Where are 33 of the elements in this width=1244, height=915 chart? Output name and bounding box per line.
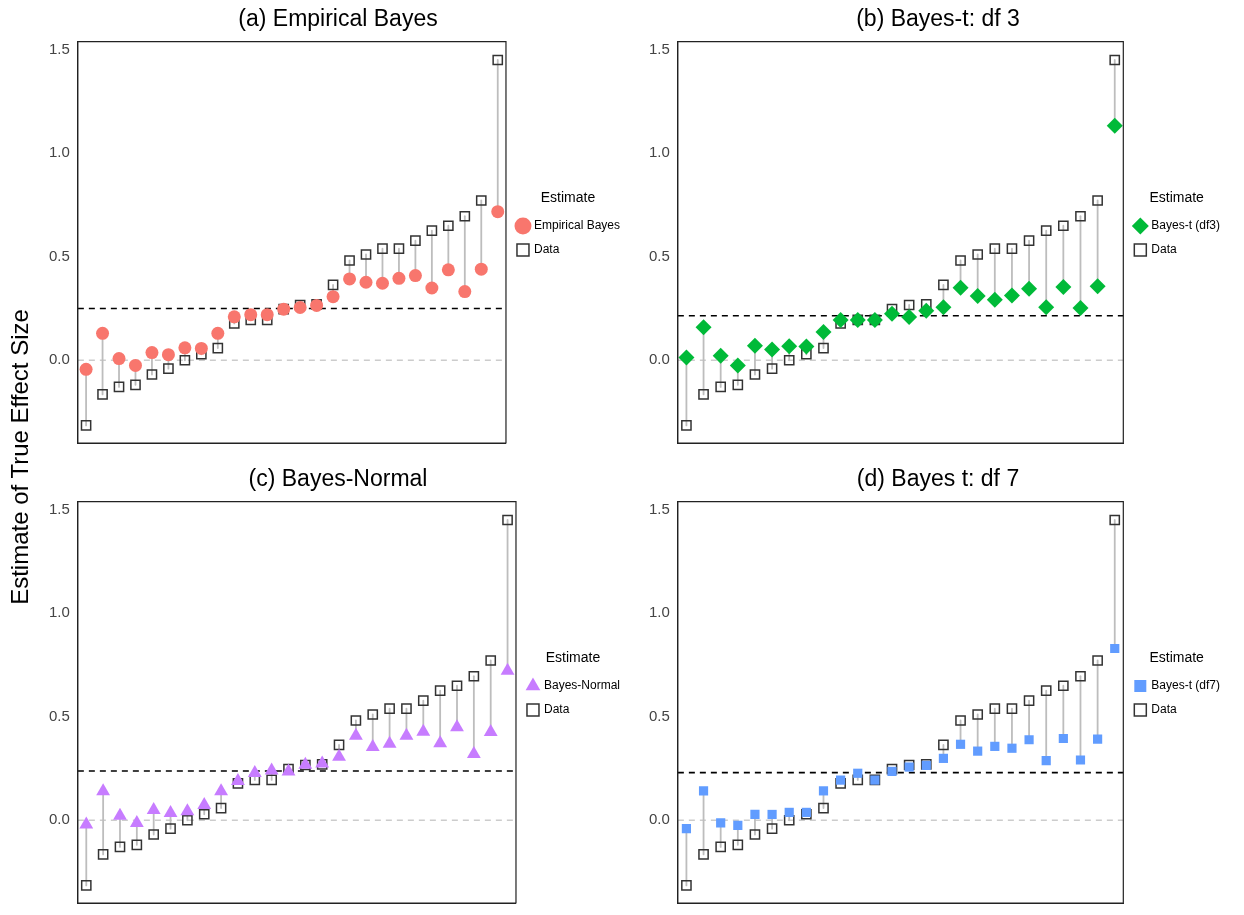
y-tick-label: 1.5	[48, 40, 70, 58]
legend-title: Estimate	[1149, 188, 1205, 205]
legend-label: Data	[543, 702, 570, 717]
y-tick-label: 1.5	[648, 500, 670, 518]
legend-label: Bayes-Normal	[543, 678, 621, 693]
legend-label: Data	[1151, 242, 1177, 257]
y-tick-label: 0.0	[648, 810, 670, 828]
y-tick-label: 1.0	[48, 143, 70, 161]
legend-label: Bayes-t (df7)	[1151, 678, 1221, 693]
y-tick-label: 0.5	[48, 246, 70, 264]
chart-title: (a) Empirical Bayes	[238, 5, 438, 32]
legend-label: Data	[533, 242, 560, 257]
y-axis-title: Estimate of True Effect Size	[5, 308, 34, 607]
y-tick-label: 0.0	[48, 810, 70, 828]
legend-label: Empirical Bayes	[533, 218, 620, 233]
y-tick-label: 1.5	[48, 500, 70, 518]
legend-title: Estimate	[545, 648, 601, 665]
chart-title: (b) Bayes-t: df 3	[856, 5, 1020, 32]
legend-label: Bayes-t (df3)	[1151, 218, 1221, 233]
y-tick-label: 0.0	[48, 350, 70, 368]
legend-title: Estimate	[540, 188, 596, 205]
legend-title: Estimate	[1149, 648, 1205, 665]
chart-title: (d) Bayes t: df 7	[856, 465, 1020, 492]
chart-title: (c) Bayes-Normal	[248, 465, 428, 492]
y-tick-label: 0.5	[648, 706, 670, 724]
y-tick-label: 1.0	[48, 603, 70, 621]
y-tick-label: 0.5	[48, 706, 70, 724]
y-tick-label: 1.0	[648, 603, 670, 621]
legend-label: Data	[1151, 702, 1177, 717]
y-tick-label: 1.0	[648, 143, 670, 161]
y-tick-label: 0.5	[648, 246, 670, 264]
y-tick-label: 0.0	[648, 350, 670, 368]
y-tick-label: 1.5	[648, 40, 670, 58]
